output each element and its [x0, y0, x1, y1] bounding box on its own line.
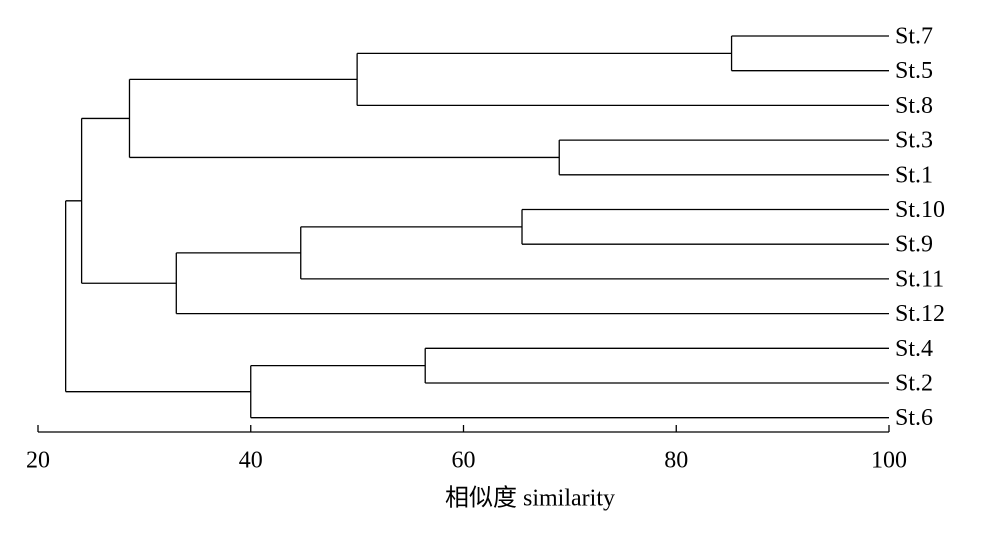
- leaf-label: St.2: [895, 371, 933, 397]
- x-tick-label: 80: [664, 448, 688, 474]
- leaf-label: St.9: [895, 232, 933, 258]
- leaf-label: St.7: [895, 24, 933, 50]
- x-tick-label: 100: [871, 448, 907, 474]
- leaf-label: St.1: [895, 162, 933, 188]
- x-tick-label: 40: [239, 448, 263, 474]
- leaf-label: St.6: [895, 405, 933, 431]
- x-tick-label: 60: [452, 448, 476, 474]
- leaf-label: St.5: [895, 58, 933, 84]
- leaf-label: St.4: [895, 336, 933, 362]
- x-tick-label: 20: [26, 448, 50, 474]
- leaf-label: St.3: [895, 128, 933, 154]
- leaf-label: St.8: [895, 93, 933, 119]
- leaf-label: St.12: [895, 301, 945, 327]
- leaf-label: St.10: [895, 197, 945, 223]
- x-axis-title: 相似度 similarity: [445, 485, 615, 512]
- leaf-label: St.11: [895, 266, 944, 292]
